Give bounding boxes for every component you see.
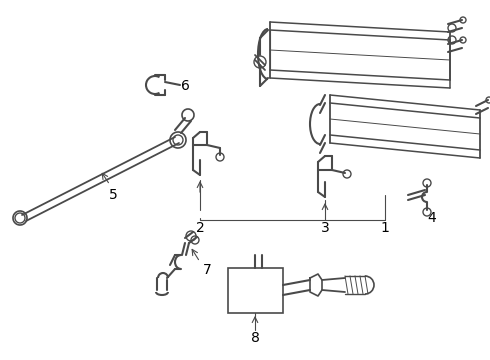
Text: 1: 1 bbox=[381, 221, 390, 235]
Text: 5: 5 bbox=[109, 188, 118, 202]
Bar bbox=[228, 268, 283, 313]
Text: 8: 8 bbox=[250, 331, 259, 345]
Text: 2: 2 bbox=[196, 221, 204, 235]
Text: 3: 3 bbox=[320, 221, 329, 235]
Text: 7: 7 bbox=[203, 263, 211, 277]
Text: 4: 4 bbox=[428, 211, 437, 225]
Text: 6: 6 bbox=[180, 79, 190, 93]
